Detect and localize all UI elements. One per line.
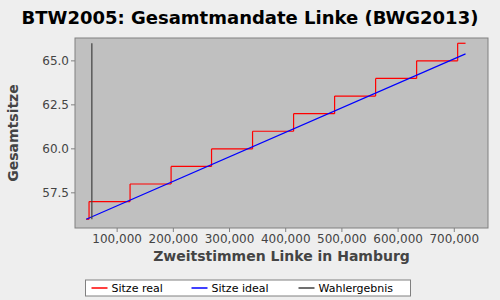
step-riser — [129, 184, 130, 202]
y-tick — [71, 192, 75, 193]
x-tick-label: 700,000 — [429, 232, 479, 246]
y-tick — [71, 104, 75, 105]
legend-label: Sitze ideal — [212, 282, 269, 295]
y-tick-label: 60.0 — [42, 142, 69, 156]
y-tick-label: 65.0 — [42, 54, 69, 68]
background — [0, 0, 500, 300]
legend-label: Wahlergebnis — [319, 282, 394, 295]
title: BTW2005: Gesamtmandate Linke (BWG2013) — [22, 7, 479, 28]
legend-label: Sitze real — [112, 282, 163, 295]
plot-area — [75, 38, 488, 228]
plot-marks — [86, 43, 465, 219]
y-tick — [71, 60, 75, 61]
x-axis-label: Zweitstimmen Linke in Hamburg — [153, 248, 410, 264]
legend-box — [86, 280, 411, 296]
x-tick-label: 400,000 — [261, 232, 311, 246]
x-tick-label: 100,000 — [92, 232, 142, 246]
y-tick-label: 62.5 — [42, 98, 69, 112]
x-tick-label: 600,000 — [373, 232, 423, 246]
x-tick-label: 500,000 — [317, 232, 367, 246]
series-line — [86, 54, 465, 219]
y-axis-label: Gesamtsitze — [5, 84, 21, 182]
x-tick-label: 200,000 — [149, 232, 199, 246]
step-riser — [457, 43, 458, 61]
series-line — [91, 43, 92, 219]
y-tick — [71, 148, 75, 149]
legend-swatch — [192, 287, 208, 289]
chart: BTW2005: Gesamtmandate Linke (BWG2013) 10… — [0, 0, 500, 300]
x-tick-label: 300,000 — [205, 232, 255, 246]
legend: Sitze real Sitze ideal Wahlergebnis — [86, 280, 411, 296]
y-tick-label: 57.5 — [42, 186, 69, 200]
legend-swatch — [92, 287, 108, 289]
step-riser — [88, 202, 89, 220]
legend-swatch — [299, 287, 315, 289]
step-segment — [458, 43, 466, 44]
step-segment — [89, 201, 130, 202]
